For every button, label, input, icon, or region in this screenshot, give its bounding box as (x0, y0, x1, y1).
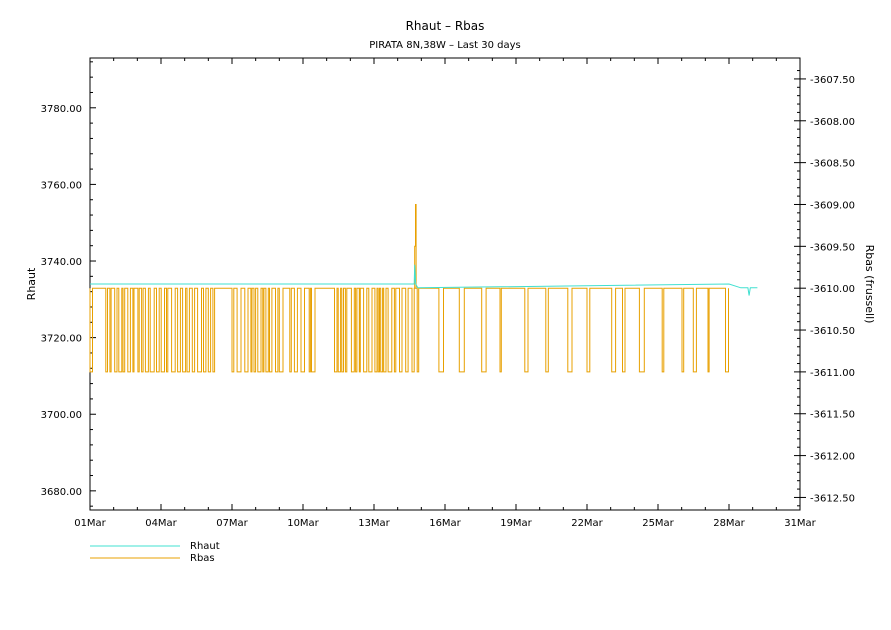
y-left-tick-label: 3740.00 (41, 257, 82, 268)
y-right-tick-label: -3609.50 (810, 242, 855, 253)
y-left-tick-label: 3700.00 (41, 410, 82, 421)
legend-label-rhaut: Rhaut (190, 541, 220, 552)
rhaut-series (90, 264, 758, 296)
y-right-tick-label: -3608.50 (810, 159, 855, 170)
x-tick-label: 10Mar (287, 518, 319, 529)
y-right-tick-label: -3610.50 (810, 326, 855, 337)
x-tick-label: 07Mar (216, 518, 248, 529)
y-right-tick-label: -3607.50 (810, 75, 855, 86)
x-tick-label: 22Mar (571, 518, 603, 529)
y-right-tick-label: -3608.00 (810, 117, 855, 128)
legend-label-rbas: Rbas (190, 553, 215, 564)
chart-title: Rhaut – Rbas (406, 19, 485, 33)
x-tick-label: 01Mar (74, 518, 106, 529)
y-left-tick-label: 3680.00 (41, 487, 82, 498)
y-axis-right-label: Rbas (frussell) (863, 245, 876, 324)
y-axis-left-ticks: 3680.00 3700.00 3720.00 3740.00 3760.00 3780.… (41, 61, 96, 507)
x-tick-label: 19Mar (500, 518, 532, 529)
y-right-tick-label: -3611.50 (810, 410, 855, 421)
x-tick-label: 31Mar (784, 518, 816, 529)
y-right-tick-label: -3611.00 (810, 368, 855, 379)
rhaut-line (90, 264, 758, 296)
y-right-tick-label: -3609.00 (810, 200, 855, 211)
x-tick-label: 16Mar (429, 518, 461, 529)
x-tick-label: 04Mar (145, 518, 177, 529)
y-left-tick-label: 3780.00 (41, 104, 82, 115)
y-axis-right-ticks: -3607.50 -3608.00 -3608.50 -3609.00 -3609.50… (794, 70, 855, 507)
x-axis-ticks: 01Mar 04Mar 07Mar 10Mar 13Mar 16Mar 19Mar 22Mar… (74, 58, 817, 529)
legend: Rhaut Rbas (90, 541, 220, 564)
y-right-tick-label: -3612.50 (810, 493, 855, 504)
y-left-tick-label: 3760.00 (41, 180, 82, 191)
y-axis-left-label: Rhaut (25, 267, 38, 300)
x-tick-label: 25Mar (642, 518, 674, 529)
rbas-line (89, 204, 729, 373)
y-right-tick-label: -3610.00 (810, 284, 855, 295)
chart-subtitle: PIRATA 8N,38W – Last 30 days (369, 40, 520, 51)
rbas-series (89, 204, 729, 373)
y-left-tick-label: 3720.00 (41, 334, 82, 345)
x-tick-label: 28Mar (713, 518, 745, 529)
y-right-tick-label: -3612.00 (810, 452, 855, 463)
x-tick-label: 13Mar (358, 518, 390, 529)
